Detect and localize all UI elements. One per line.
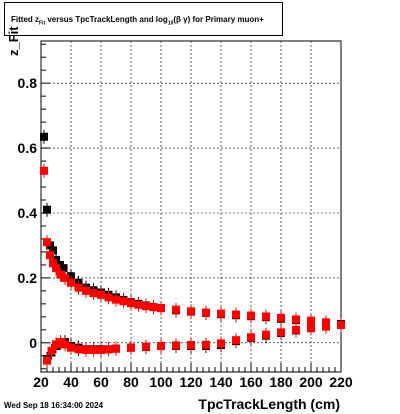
axes: 20 40 60 80 100 120 140 160 180 200 220 0 0.2 0.4 0.6 0… — [18, 43, 353, 390]
data-point — [52, 340, 60, 349]
y-tick-label: 0.2 — [18, 270, 38, 286]
data-point — [104, 293, 113, 302]
data-point — [127, 299, 135, 308]
data-point — [56, 338, 65, 347]
data-point — [232, 336, 240, 345]
data-point — [82, 286, 90, 295]
data-point — [262, 312, 270, 321]
y-tick-label: 0.6 — [18, 140, 38, 156]
x-tick-label: 40 — [63, 374, 79, 390]
data-point — [67, 278, 75, 287]
data-point — [56, 270, 65, 279]
data-point — [112, 295, 120, 304]
x-axis-label: TpcTrackLength (cm) — [198, 396, 340, 412]
data-point — [277, 328, 285, 337]
data-point — [217, 339, 225, 348]
data-point — [97, 290, 105, 299]
data-point — [292, 315, 300, 324]
data-point — [40, 132, 48, 141]
data-point — [89, 345, 98, 354]
x-tick-label: 200 — [299, 374, 323, 390]
data-point — [46, 251, 54, 260]
data-point — [89, 289, 98, 298]
y-axis-label-text: z_Fit — [6, 26, 21, 56]
x-tick-label: 120 — [179, 374, 203, 390]
x-tick-label: 20 — [33, 374, 49, 390]
data-point — [142, 342, 150, 351]
data-point — [262, 330, 270, 339]
data-point — [43, 356, 51, 365]
data-point — [43, 205, 51, 214]
data-point — [172, 341, 180, 350]
x-tick-label: 60 — [93, 374, 109, 390]
data-point — [322, 322, 330, 331]
data-point — [49, 246, 57, 255]
data-point — [112, 344, 120, 353]
data-point — [104, 345, 113, 354]
x-tick-label: 140 — [209, 374, 233, 390]
data-point — [74, 345, 83, 354]
data-point — [292, 325, 300, 334]
title-mid: versus TpcTrackLength and log — [45, 15, 168, 24]
data-point — [337, 320, 345, 329]
title-sub-fit: Fit — [39, 20, 46, 27]
data-point — [67, 343, 75, 352]
data-point — [134, 300, 143, 309]
title-post: (β γ) for Primary muon+ — [173, 15, 264, 24]
data-point — [74, 283, 83, 292]
data-point — [49, 259, 57, 268]
data-point — [97, 345, 105, 354]
data-point — [172, 305, 180, 314]
data-point — [187, 307, 195, 316]
y-tick-label: 0.8 — [18, 75, 38, 91]
datestamp: Wed Sep 18 16:34:00 2024 — [4, 401, 104, 410]
title-sub-10: 10 — [167, 20, 174, 27]
title-box: Fitted zFit versus TpcTrackLength and lo… — [4, 2, 283, 36]
data-point — [232, 310, 240, 319]
data-point — [217, 309, 225, 318]
data-point — [202, 308, 210, 317]
data-point — [247, 311, 255, 320]
data-point — [187, 341, 195, 350]
data-point — [43, 238, 51, 247]
chart-title: Fitted zFit versus TpcTrackLength and lo… — [11, 15, 264, 27]
data-point — [61, 340, 69, 349]
y-axis-label: z_Fit — [6, 26, 21, 56]
data-point — [40, 166, 48, 175]
data-point — [52, 264, 60, 273]
data-point — [202, 340, 210, 349]
data-point — [127, 343, 135, 352]
data-point — [61, 273, 69, 282]
x-tick-label: 220 — [329, 374, 353, 390]
data-point — [247, 333, 255, 342]
data-point — [82, 345, 90, 354]
data-points — [40, 129, 345, 368]
y-tick-label: 0.4 — [18, 205, 38, 221]
grid-lines — [40, 41, 342, 372]
data-point — [59, 264, 68, 273]
data-point — [157, 342, 165, 351]
x-tick-label: 100 — [149, 374, 173, 390]
data-point — [142, 302, 150, 311]
data-point — [307, 316, 315, 325]
x-tick-label: 180 — [269, 374, 293, 390]
x-tick-label: 80 — [123, 374, 139, 390]
y-tick-label: 0 — [29, 335, 37, 351]
x-tick-label: 160 — [239, 374, 263, 390]
data-point — [47, 346, 56, 355]
title-pre: Fitted z — [11, 15, 39, 24]
data-point — [119, 297, 128, 306]
data-point — [307, 323, 315, 332]
data-point — [149, 303, 158, 312]
data-point — [277, 313, 285, 322]
data-point — [157, 304, 165, 313]
